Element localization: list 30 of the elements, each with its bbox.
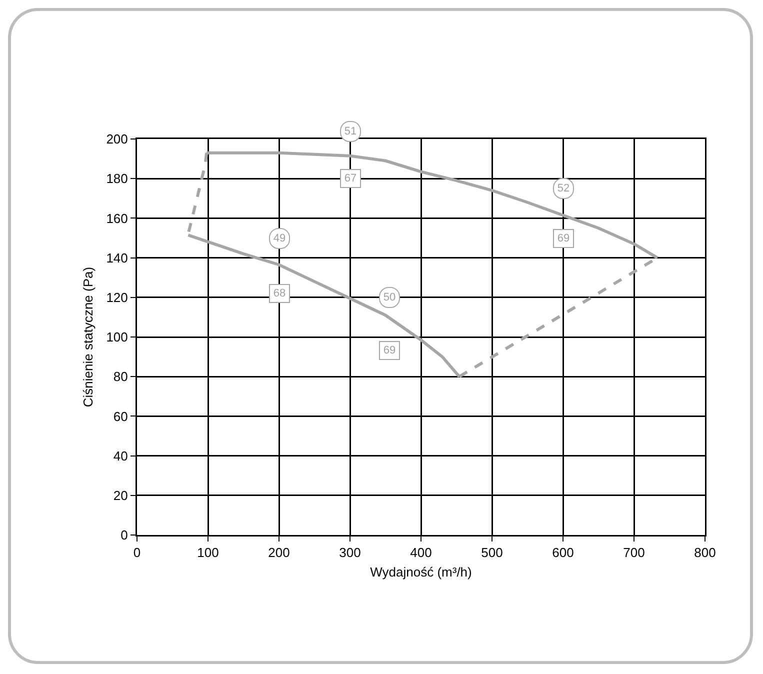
y-tick-label: 20 <box>113 488 128 503</box>
x-tick-label: 200 <box>268 545 290 560</box>
y-tick-label: 200 <box>106 132 128 147</box>
y-tick-label: 160 <box>106 210 128 226</box>
x-tick-label: 300 <box>339 545 361 560</box>
y-tick-label: 180 <box>106 171 128 186</box>
x-tick-label: 0 <box>133 545 141 560</box>
x-axis-title: Wydajność (m³/h) <box>370 564 472 580</box>
x-tick-label: 700 <box>623 545 645 560</box>
y-tick-label: 60 <box>113 408 128 424</box>
annotation: 69 <box>557 232 570 244</box>
x-tick-label: 400 <box>410 545 432 560</box>
x-tick-label: 500 <box>481 545 503 560</box>
annotation: 49 <box>273 232 286 244</box>
y-axis-title: Ciśnienie statyczne (Pa) <box>80 266 96 408</box>
y-tick-label: 100 <box>106 330 128 345</box>
annotation: 68 <box>273 288 286 300</box>
y-tick-label: 80 <box>113 369 128 384</box>
x-tick-label: 100 <box>197 545 219 560</box>
x-tick-label: 600 <box>552 545 574 560</box>
y-tick-label: 40 <box>113 448 128 464</box>
text: 51 <box>344 126 357 138</box>
annotation: 50 <box>383 292 396 304</box>
y-tick-label: 140 <box>106 250 128 266</box>
annotation: 67 <box>344 172 357 184</box>
y-tick-label: 0 <box>120 528 128 543</box>
annotation: 69 <box>383 344 396 356</box>
annotation: 52 <box>557 182 570 194</box>
x-tick-label: 800 <box>694 545 716 560</box>
y-tick-label: 120 <box>106 290 128 305</box>
